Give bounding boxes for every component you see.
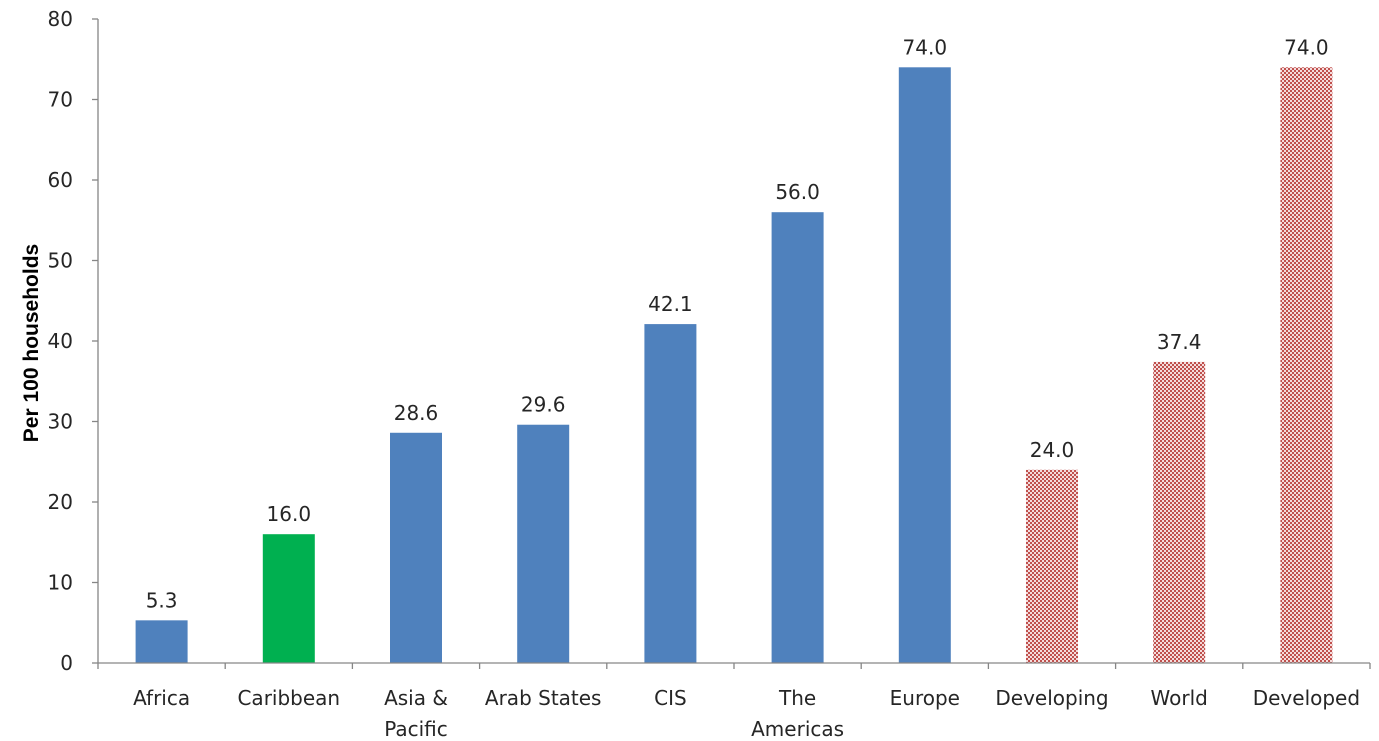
category-label: Developed (1253, 686, 1360, 710)
category-label: Africa (133, 686, 190, 710)
data-label: 42.1 (648, 292, 693, 316)
bar (1280, 67, 1333, 664)
bar (898, 67, 951, 664)
bar (644, 324, 697, 663)
y-axis: 0 10 20 30 40 50 60 70 80 (48, 7, 99, 675)
data-label: 28.6 (394, 401, 439, 425)
bar (390, 432, 442, 663)
bars-group (135, 67, 1333, 664)
data-label: 37.4 (1157, 330, 1202, 354)
y-tick-label: 0 (60, 651, 73, 675)
category-label: Caribbean (237, 686, 340, 710)
y-tick-label: 70 (48, 88, 73, 112)
y-tick-label: 30 (48, 410, 73, 434)
y-tick-label: 10 (48, 571, 73, 595)
bar (262, 534, 315, 663)
data-label: 74.0 (1284, 35, 1329, 59)
category-label: CIS (654, 686, 687, 710)
y-axis-title: Per 100 households (20, 244, 43, 442)
y-tick-label: 60 (48, 168, 73, 192)
bar (771, 212, 824, 663)
data-label: 16.0 (267, 502, 312, 526)
data-label: 56.0 (775, 180, 820, 204)
category-label: The Americas (751, 686, 844, 741)
bar (135, 620, 188, 663)
data-label: 74.0 (903, 35, 948, 59)
category-label: Arab States (485, 686, 602, 710)
category-label: Asia & Pacific (384, 686, 448, 741)
y-tick-label: 20 (48, 490, 73, 514)
y-tick-label: 80 (48, 7, 73, 31)
y-tick-label: 50 (48, 249, 73, 273)
x-axis: Africa Caribbean Asia & Pacific Arab States C… (97, 662, 1371, 741)
data-labels-group: 5.3 16.0 28.6 29.6 42.1 56.0 74.0 24.0 37.4 74.0 (146, 35, 1329, 612)
bar (517, 424, 570, 663)
data-label: 29.6 (521, 393, 566, 417)
bar (1153, 361, 1206, 663)
category-label: Europe (890, 686, 960, 710)
category-label: Developing (995, 686, 1108, 710)
data-label: 5.3 (146, 588, 178, 612)
data-label: 24.0 (1030, 438, 1075, 462)
y-tick-label: 40 (48, 329, 73, 353)
bar (1026, 469, 1078, 663)
category-label: World (1151, 686, 1208, 710)
